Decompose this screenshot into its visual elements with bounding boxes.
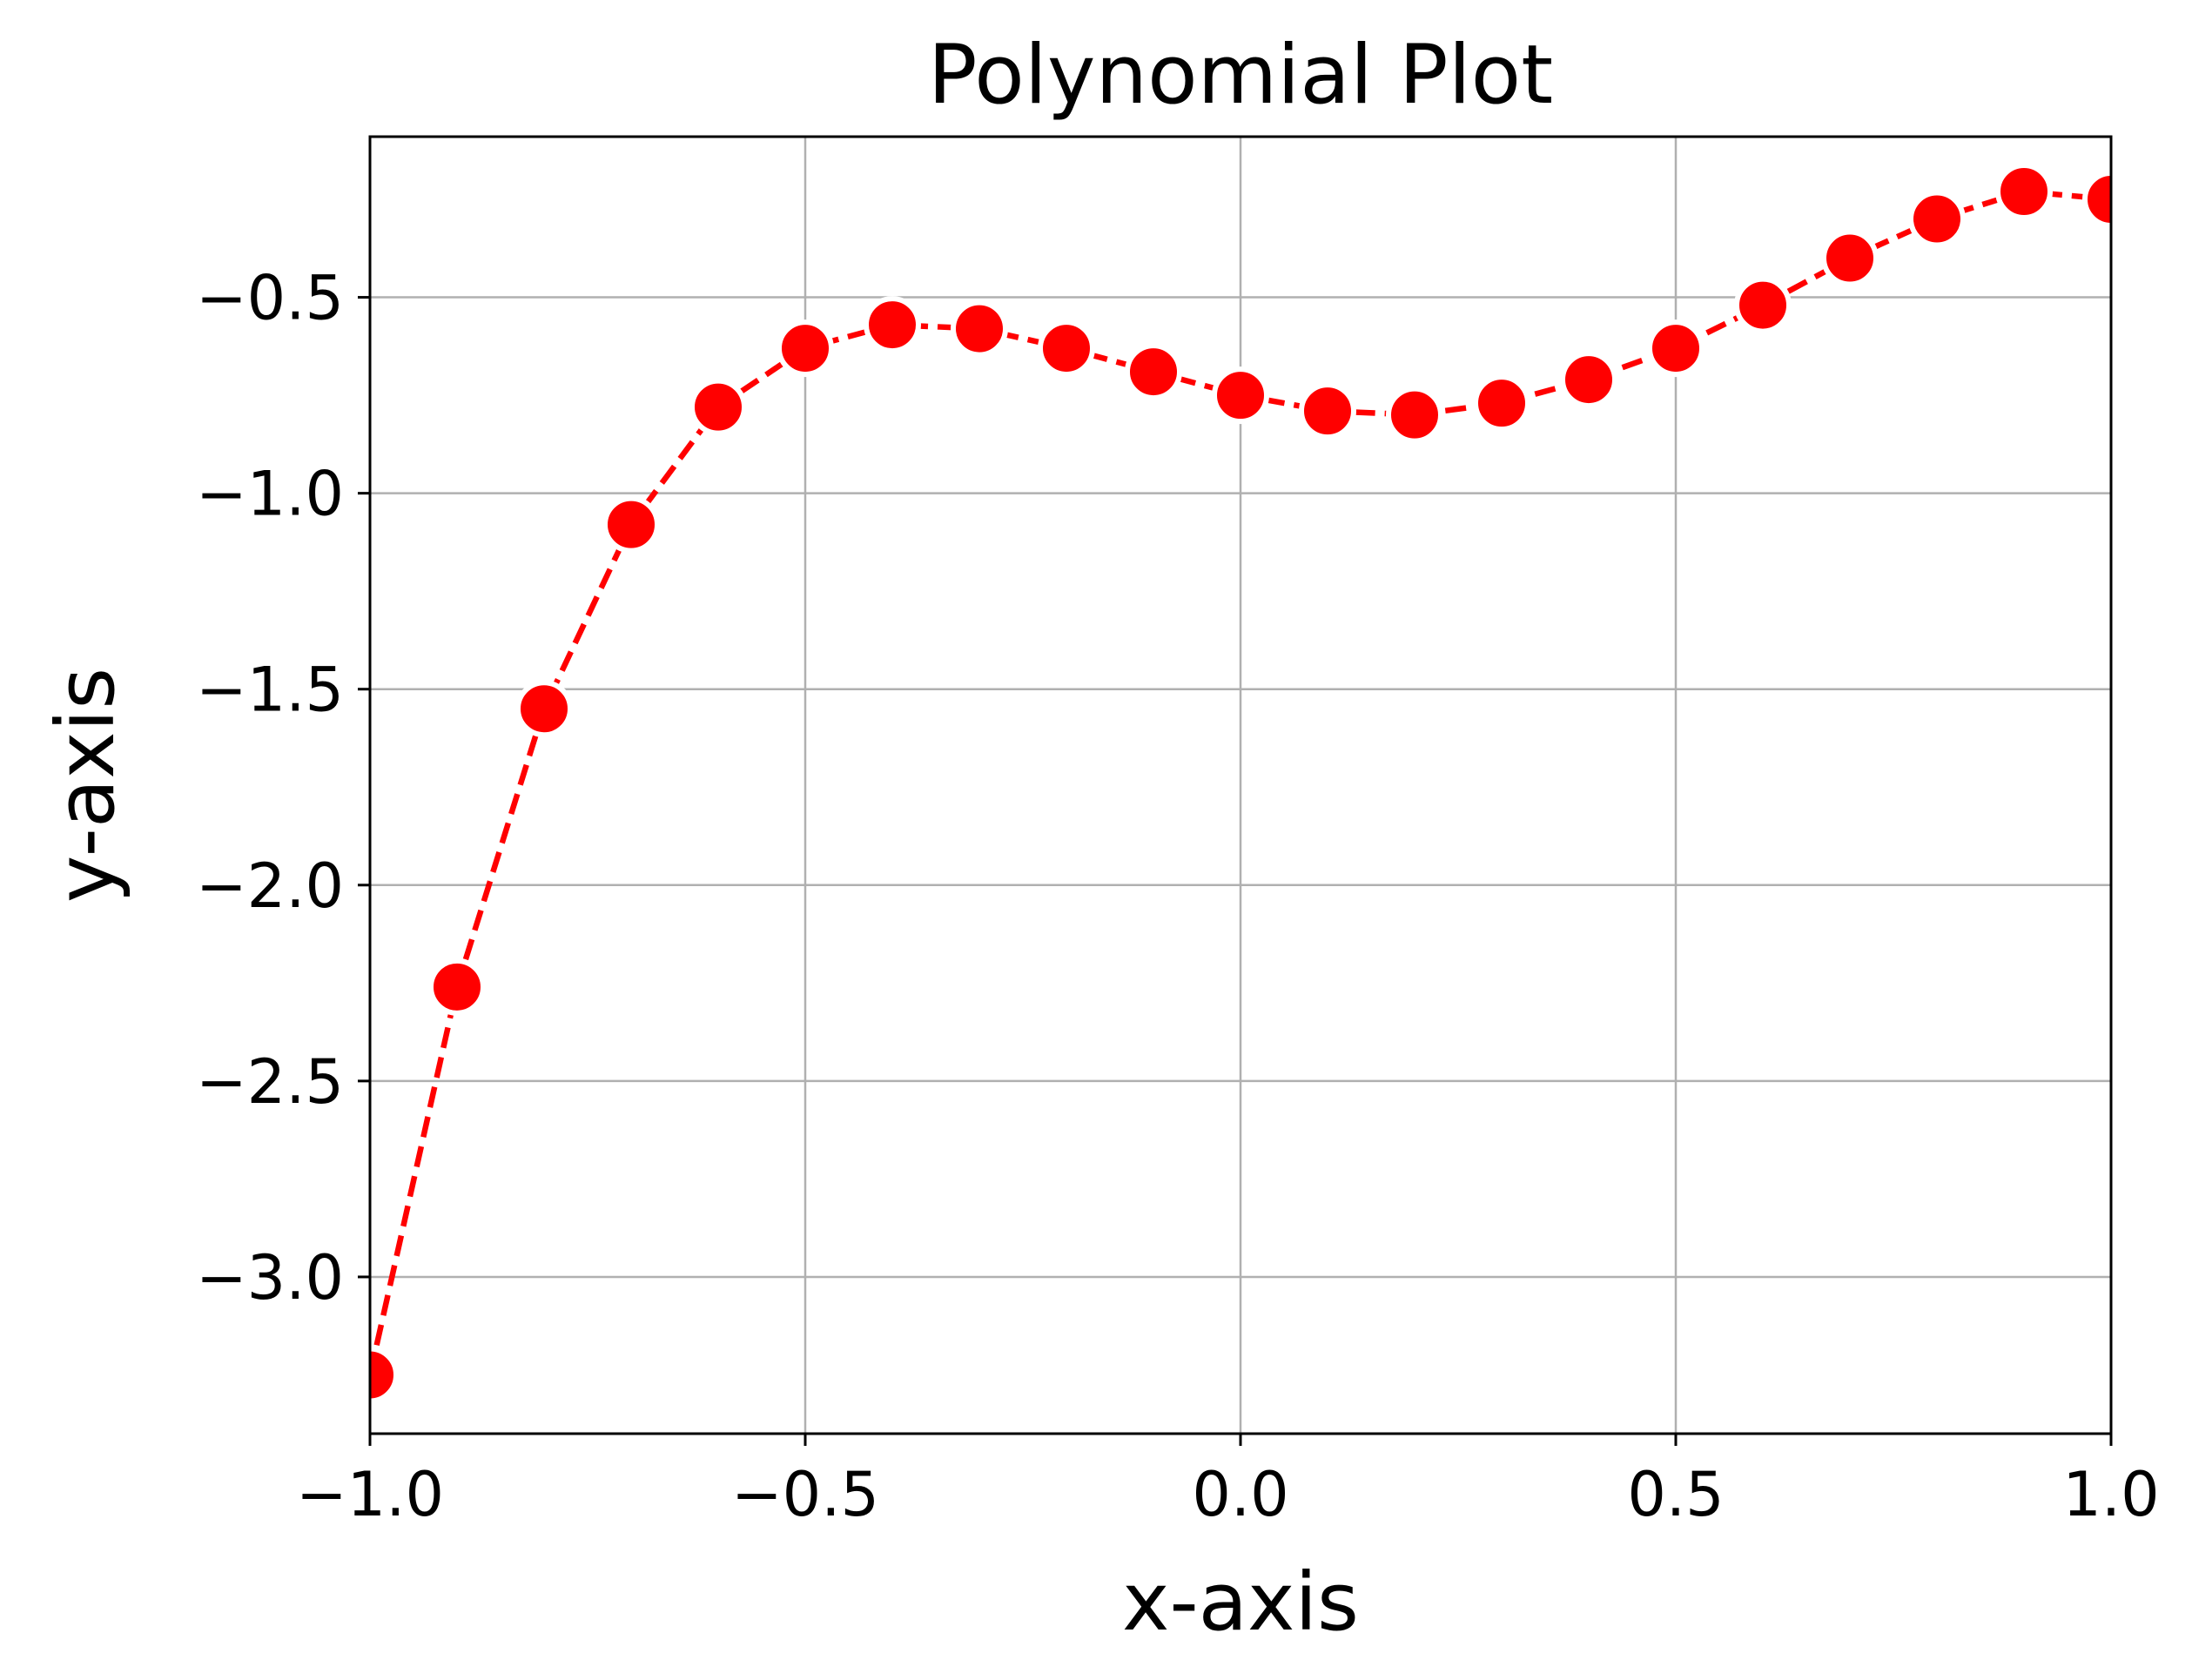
data-point xyxy=(602,495,660,554)
data-point xyxy=(428,958,486,1016)
data-point xyxy=(1995,163,2053,221)
x-tick-label: 0.0 xyxy=(1192,1459,1288,1530)
data-point xyxy=(1908,190,1966,248)
grid-layer xyxy=(368,137,2113,1434)
x-axis-label: x-axis xyxy=(1122,1556,1359,1649)
marker-layer xyxy=(370,163,2111,1404)
data-point xyxy=(2082,171,2111,229)
data-point xyxy=(777,319,834,378)
data-point xyxy=(1821,229,1879,287)
x-tick-label: 0.5 xyxy=(1627,1459,1724,1530)
data-point xyxy=(370,1346,399,1404)
data-point xyxy=(1734,276,1792,334)
y-tick-label: −2.5 xyxy=(196,1046,344,1118)
y-axis-label: y-axis xyxy=(39,668,132,903)
data-point xyxy=(951,299,1008,358)
data-point xyxy=(1560,351,1617,409)
data-point xyxy=(1125,343,1182,401)
data-point xyxy=(1299,382,1356,440)
x-tick-label: −0.5 xyxy=(731,1459,879,1530)
data-point xyxy=(864,296,921,354)
y-tick-label: −0.5 xyxy=(196,263,344,334)
x-tick-label: 1.0 xyxy=(2062,1459,2159,1530)
tick-layer: −1.0 −0.5 0.0 0.5 1.0 −3.0 −2.5 −2.0 −1.5 −1.0 −0.… xyxy=(196,263,2160,1530)
x-tick-label: −1.0 xyxy=(296,1459,444,1530)
chart-title: Polynomial Plot xyxy=(928,28,1553,123)
data-point xyxy=(1212,366,1269,425)
y-tick-label: −2.0 xyxy=(196,850,344,922)
data-point xyxy=(1038,319,1095,378)
y-tick-label: −1.5 xyxy=(196,655,344,726)
data-point xyxy=(1386,386,1443,444)
data-point xyxy=(1647,319,1705,378)
data-point xyxy=(1473,374,1530,433)
y-tick-label: −1.0 xyxy=(196,459,344,530)
y-tick-label: −3.0 xyxy=(196,1242,344,1314)
data-point xyxy=(689,378,747,436)
data-point xyxy=(515,680,573,738)
